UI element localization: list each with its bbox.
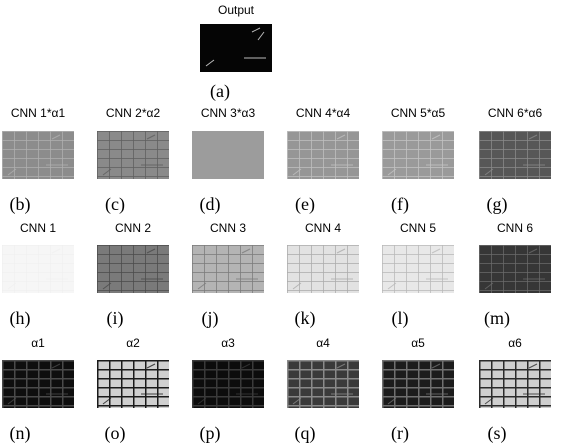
panel-label: (j) bbox=[202, 308, 219, 329]
panel-title: CNN 4*α4 bbox=[296, 106, 351, 120]
panel-label: (o) bbox=[105, 423, 126, 444]
panel-label: (d) bbox=[200, 194, 221, 215]
panel-label: (l) bbox=[392, 308, 409, 329]
panel-label: (s) bbox=[488, 423, 507, 444]
panel-title: α1 bbox=[31, 336, 45, 350]
panel-title: CNN 5*α5 bbox=[391, 106, 446, 120]
panel-title: CNN 3 bbox=[210, 221, 246, 235]
output-label: (a) bbox=[210, 81, 230, 102]
panel-label: (e) bbox=[295, 194, 315, 215]
panel-title: CNN 6*α6 bbox=[488, 106, 543, 120]
panel-title: α3 bbox=[221, 336, 235, 350]
panel-label: (h) bbox=[10, 308, 31, 329]
panel-title: α5 bbox=[411, 336, 425, 350]
panel-label: (i) bbox=[107, 308, 124, 329]
panel-title: α6 bbox=[508, 336, 522, 350]
panel-title: α4 bbox=[316, 336, 330, 350]
panel-title: CNN 1*α1 bbox=[11, 106, 66, 120]
panel-title: CNN 2*α2 bbox=[106, 106, 161, 120]
panel-label: (p) bbox=[200, 423, 221, 444]
panel-label: (g) bbox=[487, 194, 508, 215]
panel-title: CNN 3*α3 bbox=[201, 106, 256, 120]
panel-label: (c) bbox=[105, 194, 125, 215]
panel-label: (q) bbox=[295, 423, 316, 444]
panel-title: CNN 1 bbox=[20, 221, 56, 235]
panel-title: CNN 4 bbox=[305, 221, 341, 235]
panel-title: CNN 5 bbox=[400, 221, 436, 235]
panel-title: CNN 6 bbox=[497, 221, 533, 235]
panel-title: CNN 2 bbox=[115, 221, 151, 235]
panel-label: (r) bbox=[391, 423, 409, 444]
output-image bbox=[200, 24, 272, 72]
panel-label: (k) bbox=[295, 308, 316, 329]
panel-label: (m) bbox=[484, 308, 510, 329]
panel-label: (b) bbox=[10, 194, 31, 215]
panel-label: (n) bbox=[10, 423, 31, 444]
figure: Output (a) CNN 1*α1 (b) CNN 2*α2 (c) CNN 3*α… bbox=[0, 0, 567, 446]
panel-label: (f) bbox=[391, 194, 409, 215]
output-title: Output bbox=[218, 3, 255, 17]
panel-title: α2 bbox=[126, 336, 140, 350]
